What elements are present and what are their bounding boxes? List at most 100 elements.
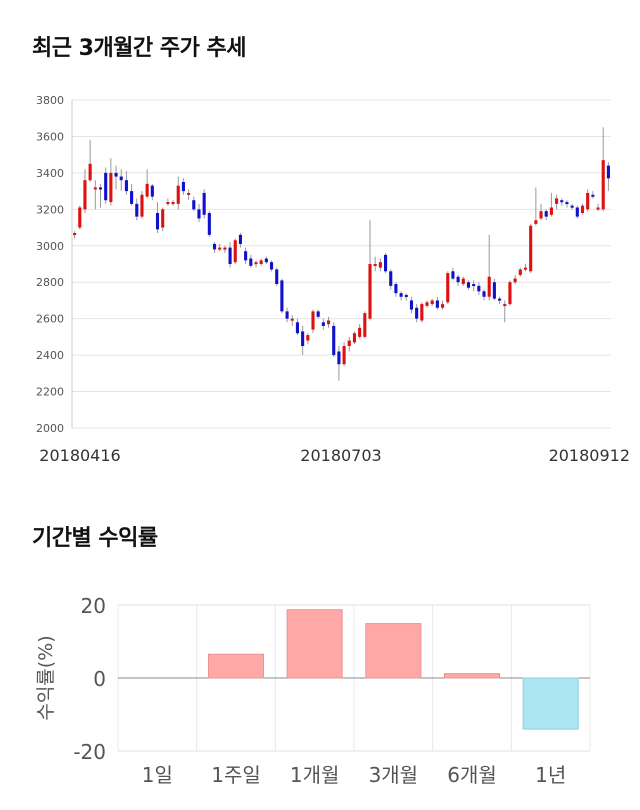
candle-body	[171, 202, 175, 205]
candle-body	[244, 251, 248, 261]
candle-body	[363, 313, 367, 337]
x-tick-label: 1년	[535, 763, 566, 787]
candle-body	[508, 282, 512, 305]
candle-body	[88, 163, 92, 181]
x-tick-label: 20180416	[39, 446, 120, 465]
candle-body	[435, 300, 439, 308]
candle-body	[389, 271, 393, 286]
candle-body	[176, 185, 180, 204]
x-tick-label: 6개월	[447, 763, 497, 787]
candle-body	[534, 220, 538, 224]
y-tick-label: 3400	[36, 167, 64, 180]
candle-body	[555, 198, 559, 204]
candle-body	[332, 325, 336, 356]
candle-body	[498, 298, 502, 301]
candle-body	[451, 271, 455, 279]
y-tick-label: 2000	[36, 422, 64, 435]
candle-body	[513, 278, 517, 283]
return-bar	[522, 677, 579, 730]
y-tick-label: -20	[73, 740, 106, 764]
candle-body	[342, 346, 346, 365]
candle-body	[425, 302, 429, 306]
candle-body	[140, 194, 144, 217]
candle-body	[409, 300, 414, 310]
return-bar	[365, 623, 422, 679]
candle-body	[285, 311, 289, 319]
candle-body	[109, 172, 113, 203]
candle-body	[223, 247, 227, 250]
period-return-title: 기간별 수익률	[32, 526, 158, 551]
candle-body	[259, 260, 263, 264]
candle-body	[446, 273, 450, 303]
candle-body	[181, 182, 185, 192]
x-tick-label: 1개월	[290, 763, 340, 787]
candle-body	[539, 211, 543, 219]
candle-body	[233, 240, 237, 263]
y-tick-label: 3200	[36, 203, 64, 216]
candle-body	[212, 243, 217, 250]
candle-body	[430, 300, 434, 305]
candlestick-chart: 3800 3600 3400 3200 3000 2800 2600 2400 2200 2000…	[36, 94, 630, 465]
candle-body	[487, 276, 491, 297]
candle-body	[228, 247, 232, 264]
candle-body	[249, 258, 253, 266]
candle-body	[316, 311, 320, 317]
candle-body	[114, 172, 118, 177]
candle-body	[301, 331, 305, 346]
candle-body	[378, 262, 382, 268]
x-tick-label: 20180912	[549, 446, 630, 465]
candle-body	[135, 203, 139, 217]
candle-body	[218, 247, 222, 250]
candle-body	[311, 311, 315, 330]
candle-body	[404, 294, 408, 297]
y-tick-label: 3800	[36, 94, 64, 107]
candle-body	[124, 180, 128, 192]
candle-body	[280, 280, 284, 312]
x-tick-label: 20180703	[300, 446, 381, 465]
candle-body	[197, 209, 201, 219]
candle-body	[529, 225, 533, 272]
candle-body	[104, 172, 108, 201]
candle-body	[560, 200, 564, 203]
candle-body	[492, 282, 496, 299]
candle-body	[601, 160, 605, 210]
candle-body	[575, 207, 579, 217]
candle-body	[119, 176, 123, 181]
price-trend-title: 최근 3개월간 주가 추세	[32, 36, 246, 61]
y-tick-label: 20	[81, 594, 106, 618]
candle-body	[264, 258, 268, 263]
candle-body	[93, 187, 97, 190]
candle-body	[415, 307, 419, 319]
candle-body	[383, 254, 388, 272]
y-tick-label: 2800	[36, 276, 64, 289]
candle-body	[207, 212, 211, 235]
candle-body	[466, 282, 471, 288]
candle-body	[358, 327, 362, 337]
candle-body	[544, 211, 548, 217]
candle-body	[549, 207, 553, 215]
candle-body	[155, 212, 160, 230]
return-bar	[286, 609, 343, 679]
candle-body	[326, 320, 331, 325]
candle-body	[295, 322, 300, 334]
candle-body	[606, 165, 610, 179]
candle-body	[192, 200, 196, 210]
candle-body	[368, 264, 372, 319]
candle-body	[472, 284, 476, 287]
y-axis-label: 수익률(%)	[35, 635, 57, 720]
candle-body	[145, 183, 149, 197]
candle-body	[518, 269, 522, 275]
candle-body	[441, 304, 445, 308]
y-tick-label: 0	[93, 667, 106, 691]
candle-body	[347, 340, 351, 346]
y-tick-label: 2200	[36, 386, 64, 399]
candle-body	[187, 192, 191, 195]
candle-body	[98, 187, 103, 190]
candle-body	[586, 192, 590, 210]
candle-body	[596, 207, 600, 210]
y-tick-label: 3600	[36, 130, 64, 143]
candle-body	[166, 202, 170, 205]
return-bar	[443, 673, 501, 679]
candle-body	[238, 234, 242, 244]
